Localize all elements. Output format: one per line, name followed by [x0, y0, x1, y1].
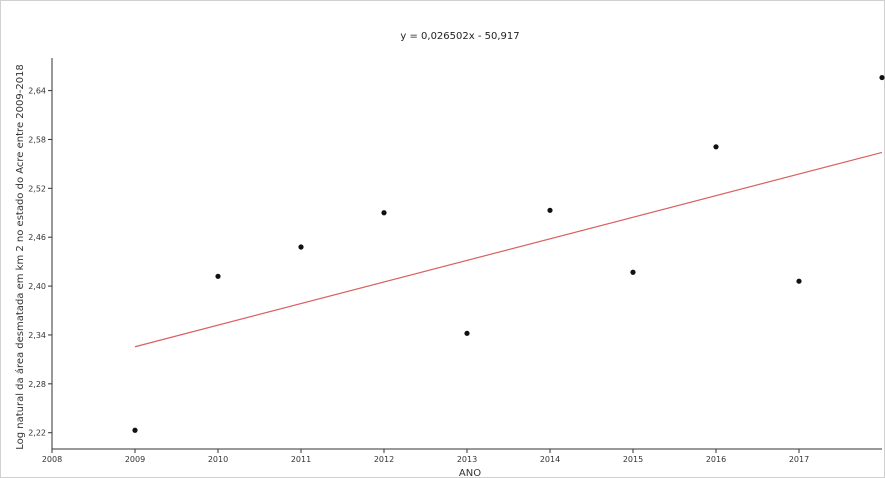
x-tick-label: 2015	[623, 455, 643, 464]
data-point	[630, 269, 636, 275]
x-tick-label: 2014	[540, 455, 560, 464]
data-point	[215, 273, 221, 279]
data-point	[464, 330, 470, 336]
x-axis-label: ANO	[459, 468, 481, 478]
y-tick-label: 2,46	[28, 233, 46, 242]
x-tick-label: 2010	[208, 455, 228, 464]
data-points	[132, 74, 885, 433]
x-tick-label: 2011	[291, 455, 311, 464]
y-tick-label: 2,64	[28, 87, 46, 96]
chart-title: y = 0,026502x - 50,917	[400, 31, 519, 42]
data-point	[381, 210, 387, 216]
data-point	[547, 207, 553, 213]
ticks: 2008 2009 2010 2011 2012 2013 2014 2015 2016 2017…	[28, 87, 809, 464]
x-tick-label: 2009	[125, 455, 145, 464]
x-tick-label: 2013	[457, 455, 477, 464]
trendline	[134, 151, 883, 348]
data-point	[796, 278, 802, 284]
x-tick-label: 2008	[42, 455, 62, 464]
x-tick-label: 2017	[789, 455, 809, 464]
x-tick-label: 2012	[374, 455, 394, 464]
x-tick-label: 2016	[706, 455, 726, 464]
data-point	[298, 244, 304, 250]
y-tick-label: 2,52	[28, 184, 46, 193]
trendline-group	[134, 151, 883, 348]
y-tick-label: 2,34	[28, 331, 46, 340]
y-tick-label: 2,22	[28, 429, 46, 438]
data-point	[879, 74, 885, 81]
data-point	[713, 144, 719, 150]
data-point	[132, 427, 138, 433]
y-axis-label: Log natural da área desmatada em km 2 no…	[14, 64, 26, 450]
y-tick-label: 2,28	[28, 380, 46, 389]
y-tick-label: 2,58	[28, 135, 46, 144]
y-tick-label: 2,40	[28, 282, 46, 291]
